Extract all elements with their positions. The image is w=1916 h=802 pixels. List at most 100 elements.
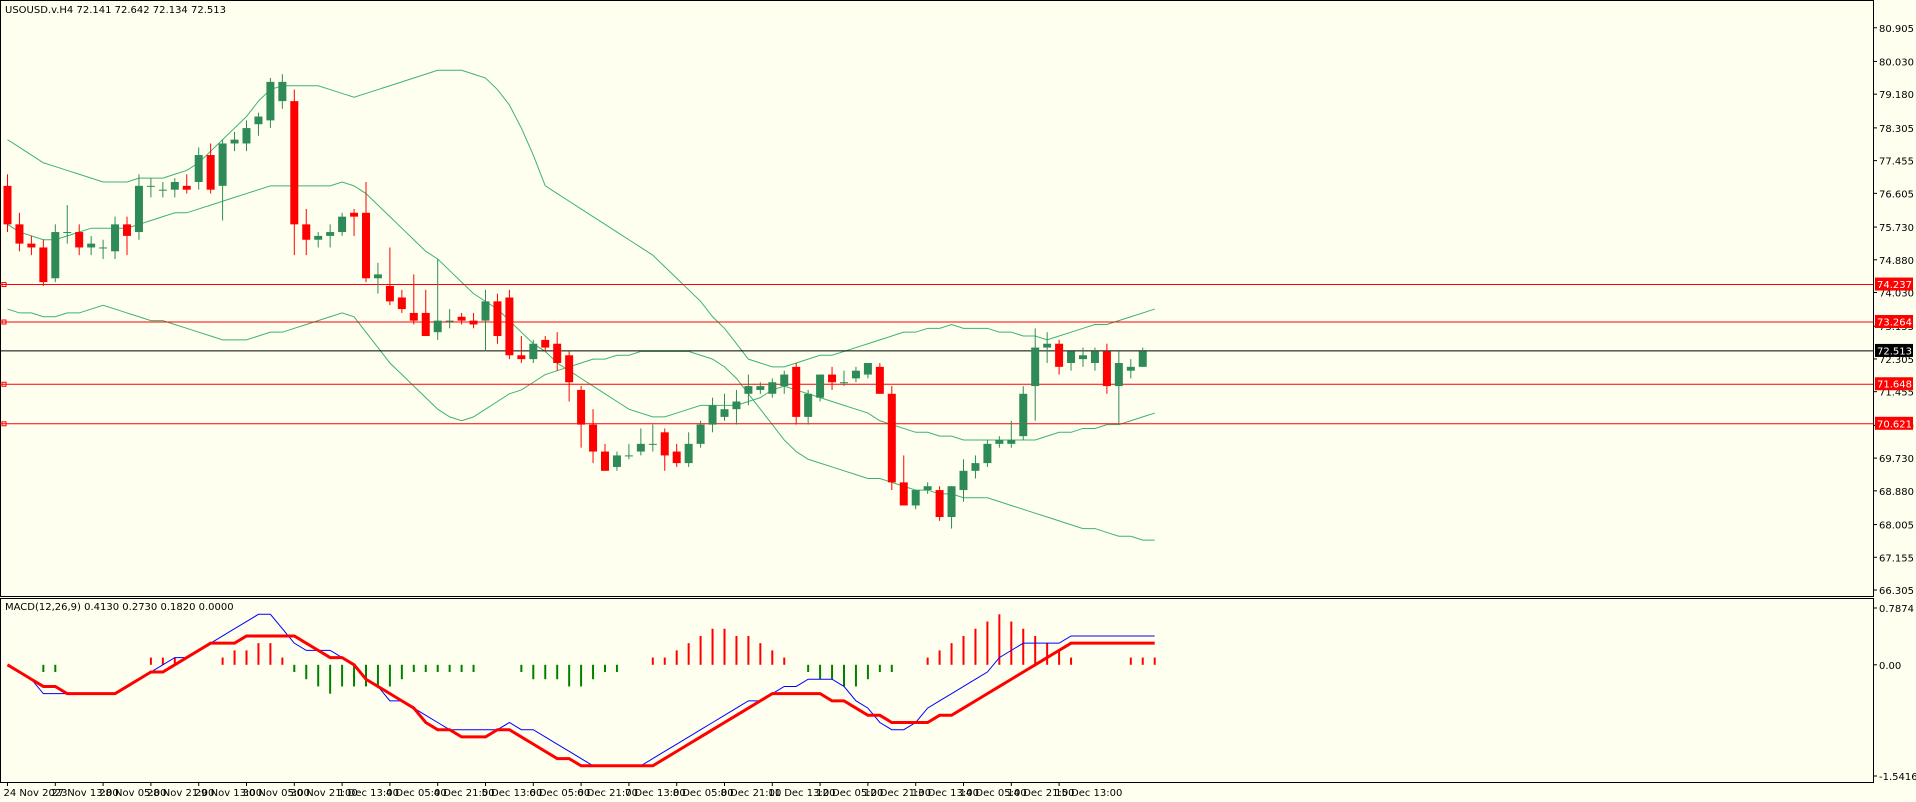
candle-bullish[interactable] (278, 81, 287, 102)
candle-bullish[interactable] (816, 374, 825, 398)
candle-bearish[interactable] (589, 424, 598, 452)
candle-bullish[interactable] (971, 463, 980, 471)
candle-bullish[interactable] (648, 443, 657, 445)
candle-bullish[interactable] (111, 224, 120, 252)
candle-bearish[interactable] (792, 366, 801, 417)
candle-bullish[interactable] (481, 301, 490, 321)
candle-bearish[interactable] (493, 301, 502, 337)
candle-bearish[interactable] (409, 312, 418, 321)
candle-bearish[interactable] (421, 312, 430, 337)
candle-bullish[interactable] (995, 440, 1004, 444)
candle-bullish[interactable] (218, 143, 227, 186)
level-handle[interactable] (1, 282, 7, 288)
candle-bearish[interactable] (541, 339, 550, 348)
candle-bullish[interactable] (230, 139, 239, 144)
candle-bullish[interactable] (1079, 355, 1087, 360)
candle-bearish[interactable] (505, 297, 514, 356)
candle-bullish[interactable] (624, 455, 633, 457)
candle-bearish[interactable] (362, 212, 370, 279)
candle-bullish[interactable] (242, 128, 251, 144)
candle-bullish[interactable] (134, 185, 143, 233)
candle-bullish[interactable] (1019, 393, 1028, 437)
candle-bearish[interactable] (1102, 351, 1111, 387)
candle-bullish[interactable] (529, 343, 538, 360)
candle-bullish[interactable] (612, 455, 621, 467)
candle-bullish[interactable] (636, 443, 645, 452)
candle-bullish[interactable] (254, 116, 263, 125)
candle-bullish[interactable] (445, 320, 454, 322)
candle-bearish[interactable] (15, 224, 24, 244)
candle-bearish[interactable] (182, 185, 191, 190)
candle-bullish[interactable] (158, 189, 167, 191)
candle-bearish[interactable] (601, 451, 609, 471)
candle-bearish[interactable] (206, 155, 215, 190)
candle-bullish[interactable] (1007, 440, 1016, 444)
candle-bullish[interactable] (684, 443, 693, 464)
candle-bullish[interactable] (959, 470, 968, 491)
candle-bearish[interactable] (457, 316, 466, 321)
candle-bearish[interactable] (75, 232, 84, 248)
candle-bullish[interactable] (1090, 351, 1099, 363)
candle-bullish[interactable] (433, 320, 442, 333)
candle-bullish[interactable] (1031, 347, 1040, 387)
candle-bearish[interactable] (577, 389, 586, 425)
candle-bullish[interactable] (744, 386, 753, 394)
candle-bearish[interactable] (469, 320, 478, 325)
candle-bullish[interactable] (338, 216, 347, 233)
candle-bearish[interactable] (385, 285, 394, 302)
candle-bullish[interactable] (326, 232, 335, 236)
candle-bearish[interactable] (123, 224, 131, 236)
candle-bearish[interactable] (828, 374, 837, 383)
candle-bearish[interactable] (39, 247, 48, 283)
candle-bullish[interactable] (840, 382, 848, 384)
candle-bullish[interactable] (983, 443, 992, 464)
candle-bullish[interactable] (804, 393, 813, 417)
candle-bullish[interactable] (756, 386, 765, 390)
candle-bearish[interactable] (660, 432, 669, 456)
candle-bullish[interactable] (780, 374, 789, 387)
candle-bearish[interactable] (887, 393, 896, 483)
candle-bullish[interactable] (911, 490, 920, 506)
candle-bullish[interactable] (696, 424, 705, 444)
level-handle[interactable] (1, 381, 7, 387)
candle-bearish[interactable] (397, 297, 406, 310)
candle-bearish[interactable] (899, 482, 908, 506)
candle-bullish[interactable] (146, 185, 155, 187)
candle-bearish[interactable] (350, 212, 359, 217)
candle-bearish[interactable] (290, 101, 299, 225)
candle-bullish[interactable] (708, 405, 717, 425)
candle-bullish[interactable] (947, 486, 956, 518)
candle-bearish[interactable] (302, 224, 311, 240)
candle-bullish[interactable] (63, 232, 72, 234)
candle-bearish[interactable] (1055, 343, 1064, 367)
candle-bullish[interactable] (194, 155, 203, 182)
level-handle[interactable] (1, 421, 7, 427)
candle-bearish[interactable] (517, 355, 526, 360)
candle-bearish[interactable] (3, 185, 12, 225)
candle-bullish[interactable] (1043, 343, 1052, 348)
candle-bearish[interactable] (553, 343, 562, 363)
candle-bullish[interactable] (1067, 351, 1076, 363)
candle-bullish[interactable] (170, 181, 179, 190)
candle-bullish[interactable] (373, 274, 382, 279)
level-handle[interactable] (1, 319, 7, 325)
candle-bullish[interactable] (51, 232, 60, 279)
candle-bearish[interactable] (565, 355, 574, 383)
candle-bullish[interactable] (87, 243, 96, 248)
candle-bullish[interactable] (266, 81, 275, 121)
candle-bearish[interactable] (27, 243, 36, 248)
candle-bearish[interactable] (875, 366, 884, 394)
candle-bearish[interactable] (935, 490, 944, 518)
candle-bullish[interactable] (99, 247, 108, 249)
candle-bullish[interactable] (851, 370, 860, 379)
candle-bullish[interactable] (732, 401, 741, 410)
candle-bullish[interactable] (923, 486, 932, 491)
candle-bullish[interactable] (863, 362, 872, 375)
candle-bullish[interactable] (720, 409, 729, 417)
candle-bullish[interactable] (1114, 362, 1123, 387)
candle-bullish[interactable] (1126, 366, 1135, 371)
candle-bullish[interactable] (314, 235, 323, 240)
candle-bullish[interactable] (1138, 351, 1147, 367)
